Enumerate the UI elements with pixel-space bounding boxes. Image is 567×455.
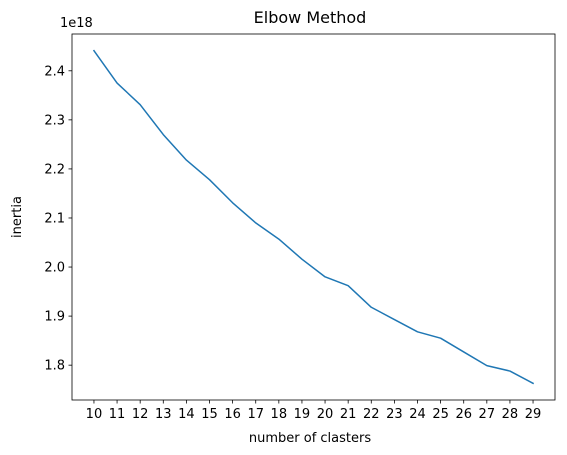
x-tick-label: 26 [455,407,472,422]
x-tick-label: 19 [294,407,311,422]
plot-area: 10 11 12 13 14 15 16 17 18 19 20 21 22 23 24 25 26 27 28 29… [44,33,556,422]
x-tick-label: 16 [224,407,241,422]
x-tick-label: 10 [86,407,103,422]
x-tick-label: 27 [479,407,496,422]
y-tick-label: 1.9 [44,310,65,325]
x-tick-label: 18 [271,407,288,422]
x-tick-label: 24 [409,407,426,422]
x-axis-label: number of clasters [249,431,371,446]
x-tick-label: 20 [317,407,334,422]
y-tick-label: 2.4 [44,64,65,79]
x-tick-label: 12 [132,407,149,422]
x-tick-label: 13 [155,407,172,422]
plot-frame [71,33,556,401]
y-tick-label: 2.2 [44,162,65,177]
x-tick-label: 29 [525,407,542,422]
x-tick-label: 23 [386,407,403,422]
x-tick-label: 11 [109,407,126,422]
x-tick-label: 14 [178,407,195,422]
chart-title: Elbow Method [254,8,367,27]
x-tick-label: 21 [340,407,357,422]
x-tick-label: 25 [432,407,449,422]
y-axis-label: inertia [10,196,25,238]
y-tick-label: 1.8 [44,359,65,374]
y-tick-label: 2.3 [44,113,65,128]
x-tick-label: 15 [201,407,218,422]
y-tick-label: 2.0 [44,261,65,276]
x-tick-label: 28 [502,407,519,422]
y-tick-label: 2.1 [44,211,65,226]
y-offset-label: 1e18 [60,16,93,31]
series-line [92,49,535,385]
x-tick-label: 22 [363,407,380,422]
x-tick-label: 17 [247,407,264,422]
